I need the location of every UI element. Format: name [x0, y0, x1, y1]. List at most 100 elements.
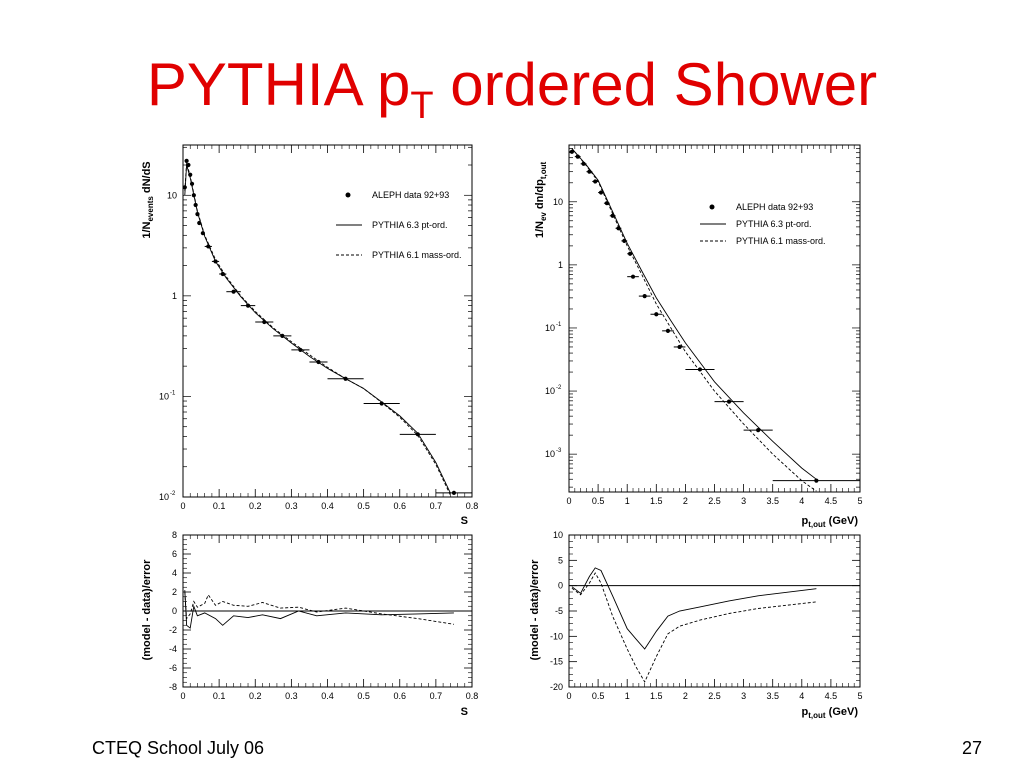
x-tick-label: 0.8 [466, 691, 479, 701]
x-tick-label: 0 [566, 691, 571, 701]
y-axis-title-s: 1/Nevents dN/dS [141, 161, 155, 238]
x-tick-label: 0.7 [430, 501, 443, 511]
data-point [298, 347, 303, 353]
x-tick-label: 3.5 [766, 496, 779, 506]
pythia61-curve [184, 591, 454, 625]
pythia61-curve [571, 572, 817, 683]
y-tick-exponent: -1 [556, 322, 562, 328]
chart-panel-3: 0 0.1 0.2 0.3 0.4 0.5 0.6 0.7 0.8 8 6 4 2 0 -2 -4 -6 -8 [169, 530, 478, 701]
x-tick-label: 0.7 [430, 691, 443, 701]
x-tick-label: 0.2 [249, 501, 262, 511]
data-point [213, 259, 218, 264]
plot-frame [568, 144, 861, 493]
pythia61-curve [184, 162, 451, 496]
data-point [610, 213, 615, 218]
x-axis-title-residual-s: S [461, 706, 468, 718]
data-point [756, 428, 761, 433]
data-point [654, 312, 659, 317]
y-tick-label: -2 [169, 625, 177, 635]
x-tick-label: 1.5 [650, 496, 663, 506]
y-tick-label: 10 [545, 323, 555, 333]
data-point [343, 376, 348, 381]
footer-text: CTEQ School July 06 [92, 738, 265, 758]
y-tick-label: 10 [159, 391, 169, 401]
legend-label-pythia61: PYTHIA 6.1 mass-ord. [736, 236, 826, 246]
pythia61-curve [571, 148, 817, 492]
y-tick-label: 10 [553, 197, 563, 207]
data-point [415, 432, 420, 437]
y-tick-label: 5 [558, 555, 563, 565]
data-point [451, 490, 457, 495]
legend-label-pythia61: PYTHIA 6.1 mass-ord. [372, 250, 462, 260]
y-tick-label: 1 [558, 260, 563, 270]
data-point [630, 274, 636, 279]
y-tick-exponent: -2 [170, 491, 176, 497]
y-tick-label: 10 [167, 190, 177, 200]
y-tick-exponent: -1 [170, 390, 176, 396]
chart-panel-4: 0 0.5 1 1.5 2 2.5 3 3.5 4 4.5 5 10 5 0 -5 -10 -15 -20 [550, 530, 863, 701]
y-tick-label: 10 [545, 449, 555, 459]
data-point [575, 154, 580, 159]
y-tick-label: -4 [169, 644, 177, 654]
x-tick-label: 1 [625, 496, 630, 506]
pythia63-curve [184, 590, 454, 629]
y-tick-label: -15 [550, 657, 563, 667]
x-tick-label: 0.5 [357, 501, 370, 511]
x-tick-label: 0.6 [393, 691, 406, 701]
y-tick-label: 8 [172, 530, 177, 540]
data-point [604, 201, 609, 206]
y-tick-label: 0 [172, 606, 177, 616]
y-tick-label: -8 [169, 682, 177, 692]
x-tick-label: 0.1 [213, 691, 226, 701]
data-point [587, 169, 592, 174]
y-tick-label: -10 [550, 631, 563, 641]
x-tick-label: 2 [683, 496, 688, 506]
x-tick-label: 0.4 [321, 691, 334, 701]
title-rest: ordered Shower [433, 51, 878, 118]
x-tick-label: 3 [741, 691, 746, 701]
data-point [195, 212, 200, 217]
data-point [593, 179, 598, 184]
data-point [182, 185, 187, 190]
data-point [280, 333, 285, 338]
data-point [677, 344, 682, 350]
x-tick-label: 0.1 [213, 501, 226, 511]
data-point [193, 202, 198, 208]
data-point [697, 367, 703, 372]
x-axis-title-pt: pt,out (GeV) [802, 515, 859, 529]
x-tick-label: 0.5 [592, 496, 605, 506]
legend-marker-data [709, 204, 715, 210]
data-point [200, 231, 205, 236]
data-point [726, 399, 732, 404]
plot-frame [568, 534, 861, 688]
data-point [581, 161, 586, 166]
pythia63-curve [571, 567, 817, 650]
x-tick-label: 0.5 [592, 691, 605, 701]
data-point [379, 401, 384, 406]
x-tick-label: 1 [625, 691, 630, 701]
y-tick-label: 6 [172, 549, 177, 559]
y-tick-label: 1 [172, 291, 177, 301]
x-tick-label: 4 [799, 496, 804, 506]
x-tick-label: 3.5 [766, 691, 779, 701]
y-axis-title-residual-s: (model - data)/error [141, 559, 153, 661]
data-point [197, 220, 202, 226]
y-tick-label: -6 [169, 663, 177, 673]
data-point [569, 149, 575, 154]
y-tick-label: 10 [545, 386, 555, 396]
legend-label-pythia63: PYTHIA 6.3 pt-ord. [372, 220, 448, 230]
page-number: 27 [962, 738, 983, 758]
data-point [598, 190, 604, 195]
y-tick-label: -20 [550, 682, 563, 692]
y-tick-label: -5 [555, 606, 563, 616]
x-tick-label: 0.8 [466, 501, 479, 511]
x-tick-label: 0.5 [357, 691, 370, 701]
x-tick-label: 0 [180, 501, 185, 511]
data-point [628, 251, 633, 256]
data-point [262, 319, 267, 325]
x-tick-label: 4.5 [825, 496, 838, 506]
x-tick-label: 3 [741, 496, 746, 506]
y-tick-exponent: -3 [556, 448, 562, 454]
data-point [231, 289, 236, 294]
